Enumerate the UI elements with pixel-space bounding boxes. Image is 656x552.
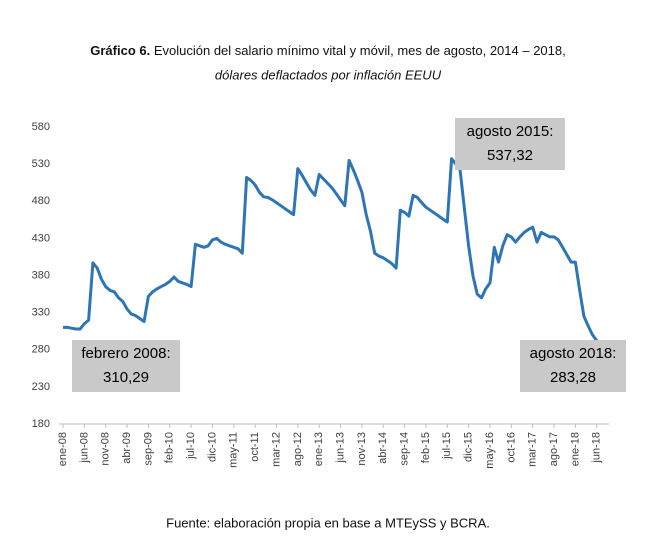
chart-title: Gráfico 6. Evolución del salario mínimo … <box>90 43 565 58</box>
x-tick-label: oct-11 <box>249 432 261 462</box>
y-tick-label: 380 <box>32 269 50 281</box>
annotation-text: agosto 2015: <box>467 123 554 140</box>
y-tick-label: 330 <box>32 307 50 319</box>
x-tick-label: may-16 <box>484 432 496 469</box>
x-tick-label: ene-18 <box>569 432 581 466</box>
y-tick-label: 180 <box>32 418 50 430</box>
y-tick-label: 430 <box>32 232 50 244</box>
annotation-text: febrero 2008: <box>81 345 170 362</box>
x-tick-label: ene-08 <box>57 432 69 466</box>
x-tick-label: ago-12 <box>292 432 304 466</box>
x-tick-label: jul-10 <box>185 432 197 460</box>
x-tick-label: jun-08 <box>78 432 90 464</box>
y-tick-label: 280 <box>32 344 50 356</box>
source-note: Fuente: elaboración propia en base a MTE… <box>166 515 490 530</box>
x-tick-label: nov-13 <box>356 432 368 466</box>
x-tick-label: feb-10 <box>164 432 176 463</box>
x-tick-label: dic-15 <box>463 432 475 462</box>
annotation-box <box>455 118 565 170</box>
x-tick-label: ene-13 <box>313 432 325 466</box>
chart-subtitle: dólares deflactados por inflación EEUU <box>215 67 442 82</box>
x-tick-label: mar-12 <box>270 432 282 467</box>
x-tick-label: sep-14 <box>399 432 411 466</box>
data-line <box>62 157 607 349</box>
y-tick-label: 480 <box>32 195 50 207</box>
x-tick-label: nov-08 <box>100 432 112 466</box>
annotation-text: 537,32 <box>487 147 533 164</box>
annotation-text: 310,29 <box>103 369 149 386</box>
x-tick-label: oct-16 <box>505 432 517 463</box>
x-tick-label: dic-10 <box>206 432 218 462</box>
annotation-box <box>72 340 180 392</box>
y-tick-label: 530 <box>32 158 50 170</box>
x-tick-label: abr-14 <box>377 432 389 464</box>
annotation-box <box>520 340 626 392</box>
title-prefix: Gráfico 6. <box>90 43 150 58</box>
x-tick-label: abr-09 <box>121 432 133 464</box>
x-tick-label: jul-15 <box>441 432 453 460</box>
annotation-text: agosto 2018: <box>530 345 617 362</box>
x-tick-label: jun-13 <box>334 432 346 464</box>
x-tick-label: sep-09 <box>142 432 154 466</box>
annotation-text: 283,28 <box>550 369 596 386</box>
y-tick-label: 230 <box>32 381 50 393</box>
x-tick-label: jun-18 <box>591 432 603 464</box>
x-tick-label: feb-15 <box>420 432 432 463</box>
x-tick-label: may-11 <box>228 432 240 468</box>
title-text: Evolución del salario mínimo vital y móv… <box>154 43 566 58</box>
x-tick-label: ago-17 <box>548 432 560 466</box>
x-tick-label: mar-17 <box>527 432 539 467</box>
y-tick-label: 580 <box>32 121 50 133</box>
